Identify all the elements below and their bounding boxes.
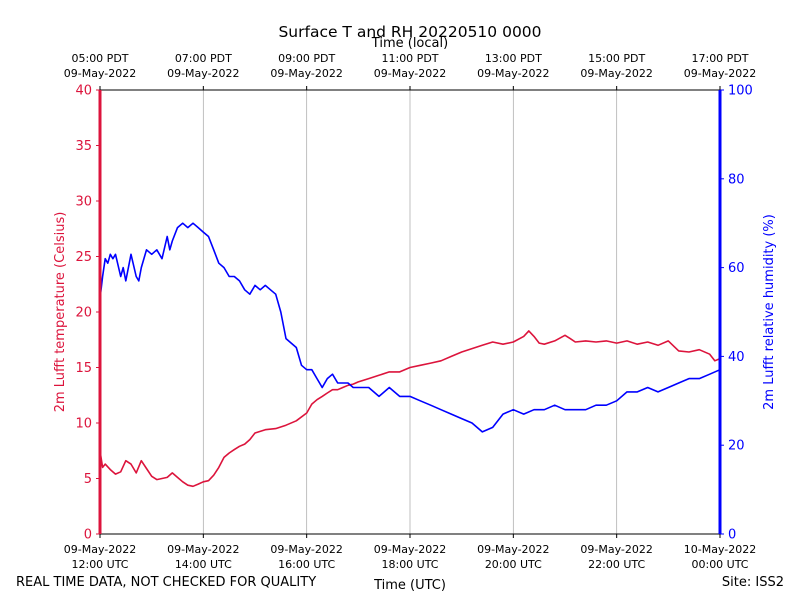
chart-title: Surface T and RH 20220510 0000 <box>278 23 541 41</box>
left-tick-label: 35 <box>75 139 92 154</box>
top-tick-time: 11:00 PDT <box>381 52 438 65</box>
bottom-axis-label: Time (UTC) <box>373 578 446 593</box>
top-tick-date: 09-May-2022 <box>270 67 342 80</box>
right-tick-label: 80 <box>728 172 745 187</box>
bottom-tick-date: 09-May-2022 <box>477 543 549 556</box>
left-tick-label: 40 <box>75 84 92 99</box>
right-tick-label: 20 <box>728 439 745 454</box>
bottom-tick-time: 22:00 UTC <box>588 558 645 571</box>
bottom-tick-time: 20:00 UTC <box>485 558 542 571</box>
top-tick-time: 09:00 PDT <box>278 52 335 65</box>
data-quality-note: REAL TIME DATA, NOT CHECKED FOR QUALITY <box>16 575 317 590</box>
top-tick-date: 09-May-2022 <box>580 67 652 80</box>
top-tick-time: 05:00 PDT <box>71 52 128 65</box>
bottom-tick-date: 09-May-2022 <box>167 543 239 556</box>
temperature-line <box>99 330 721 488</box>
bottom-tick-date: 09-May-2022 <box>580 543 652 556</box>
right-tick-label: 60 <box>728 261 745 276</box>
left-tick-label: 25 <box>75 250 92 265</box>
data-series <box>99 222 721 488</box>
top-axis-label: Time (local) <box>371 36 448 51</box>
left-axis-label: 2m Lufft temperature (Celsius) <box>53 212 68 413</box>
left-tick-label: 20 <box>75 306 92 321</box>
bottom-tick-date: 09-May-2022 <box>64 543 136 556</box>
site-label: Site: ISS2 <box>721 575 784 590</box>
right-tick-label: 40 <box>728 350 745 365</box>
bottom-tick-date: 09-May-2022 <box>374 543 446 556</box>
top-tick-time: 15:00 PDT <box>588 52 645 65</box>
top-tick-date: 09-May-2022 <box>374 67 446 80</box>
bottom-tick-date: 10-May-2022 <box>684 543 756 556</box>
tick-labels: 0 5 10 15 20 25 30 35 40 0 20 40 60 80 100 09-May-2022 1… <box>64 52 756 571</box>
top-tick-time: 13:00 PDT <box>485 52 542 65</box>
left-tick-label: 0 <box>84 528 92 543</box>
top-tick-time: 17:00 PDT <box>691 52 748 65</box>
left-tick-label: 10 <box>75 417 92 432</box>
grid-lines <box>99 90 721 534</box>
left-tick-label: 30 <box>75 195 92 210</box>
bottom-tick-time: 18:00 UTC <box>381 558 438 571</box>
left-tick-label: 5 <box>84 472 92 487</box>
left-tick-label: 15 <box>75 361 92 376</box>
top-tick-date: 09-May-2022 <box>167 67 239 80</box>
bottom-tick-date: 09-May-2022 <box>270 543 342 556</box>
bottom-tick-time: 00:00 UTC <box>691 558 748 571</box>
top-tick-date: 09-May-2022 <box>64 67 136 80</box>
bottom-tick-time: 16:00 UTC <box>278 558 335 571</box>
right-tick-label: 100 <box>728 84 753 99</box>
right-tick-label: 0 <box>728 528 736 543</box>
humidity-line <box>99 222 721 433</box>
bottom-tick-time: 12:00 UTC <box>71 558 128 571</box>
right-axis-label: 2m Lufft relative humidity (%) <box>762 214 777 410</box>
top-tick-time: 07:00 PDT <box>175 52 232 65</box>
top-tick-date: 09-May-2022 <box>684 67 756 80</box>
bottom-tick-time: 14:00 UTC <box>175 558 232 571</box>
top-tick-date: 09-May-2022 <box>477 67 549 80</box>
